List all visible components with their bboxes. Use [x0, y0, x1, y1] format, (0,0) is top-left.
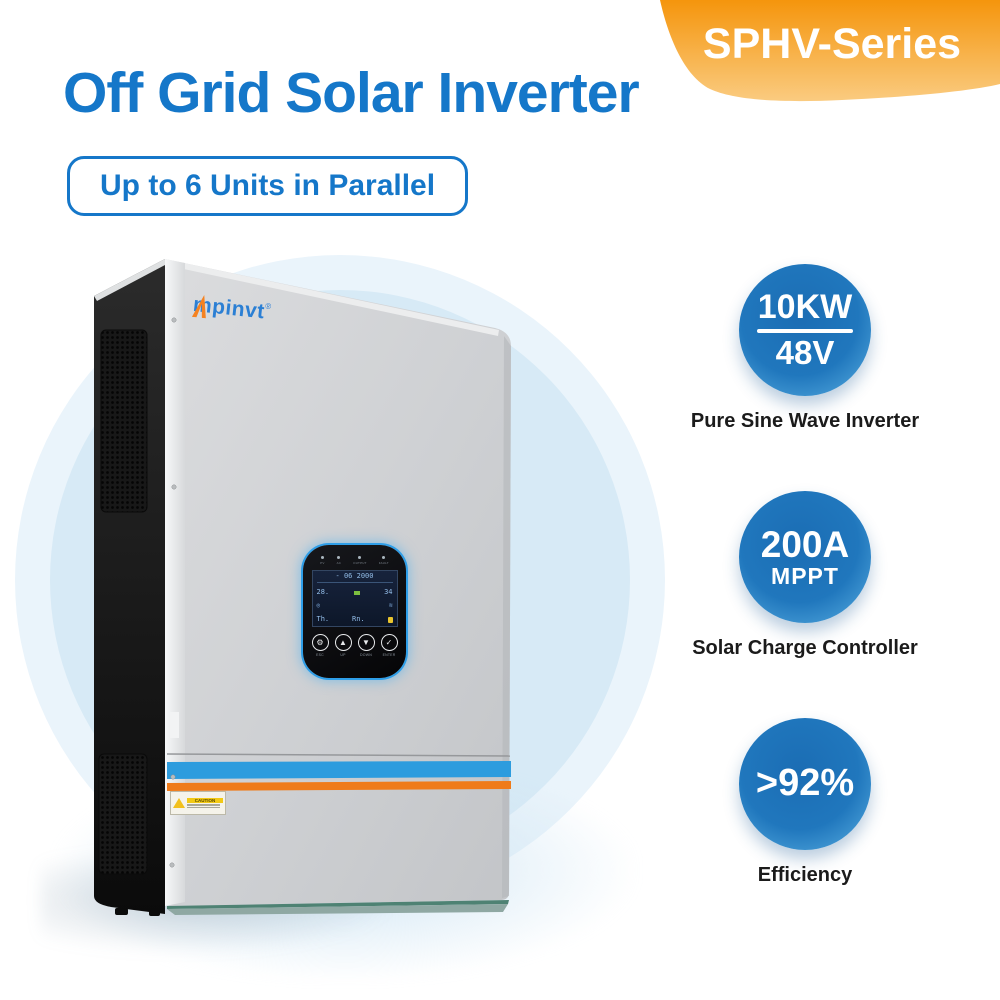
led-ac: AC: [337, 556, 342, 565]
screw-4: [169, 862, 175, 868]
vent-grille-bottom: [98, 753, 148, 875]
spec-badge-mppt: 200A MPPT: [739, 491, 871, 623]
caution-label: CAUTION: [187, 797, 223, 804]
lcd-status-row: - 06 2000: [316, 572, 393, 583]
button-row: ⚙ ESC ▲ UP ▼ DOWN ✓ ENTER: [303, 634, 406, 657]
ribbon-banner: [660, 0, 1000, 102]
feature-controller: 200A MPPT Solar Charge Controller: [686, 491, 924, 660]
foot-tab-2: [149, 910, 160, 916]
stripe-orange: [167, 781, 511, 791]
feature-caption: Solar Charge Controller: [692, 637, 918, 659]
feature-column: 10KW 48V Pure Sine Wave Inverter 200A MP…: [686, 264, 924, 887]
face-left-bevel: [165, 259, 185, 906]
led-dot: [382, 556, 386, 559]
up-arrow-icon: ▲: [334, 634, 352, 651]
enter-button: ✓ ENTER: [380, 634, 398, 657]
gear-icon: ⚙: [311, 634, 329, 651]
screw-2: [171, 484, 177, 490]
down-button: ▼ DOWN: [357, 634, 375, 657]
spec-badge-power: 10KW 48V: [739, 264, 871, 396]
caution-fineprint-line: [187, 804, 221, 806]
feature-inverter: 10KW 48V Pure Sine Wave Inverter: [686, 264, 924, 433]
foot-tab-1: [115, 908, 128, 915]
feature-efficiency: >92% Efficiency: [686, 718, 924, 887]
spec-badge-efficiency: >92%: [739, 718, 871, 850]
screw-3: [170, 774, 176, 780]
down-arrow-icon: ▼: [357, 634, 375, 651]
led-fault: FAULT: [379, 556, 389, 565]
parallel-badge: Up to 6 Units in Parallel: [67, 156, 469, 216]
check-icon: ✓: [380, 634, 398, 651]
lcd-lock-icon: [387, 617, 393, 624]
led-output: OUTPUT: [353, 556, 367, 565]
ribbon-label: SPHV-Series: [702, 20, 962, 68]
esc-button: ⚙ ESC: [311, 634, 329, 657]
lcd-icons-row: ◎ ≋: [316, 602, 393, 610]
page-title: Off Grid Solar Inverter: [63, 61, 640, 125]
badge-divider: [757, 328, 853, 333]
brand-logo-mark: [191, 295, 206, 319]
bottom-sliver-dark: [167, 900, 509, 909]
caution-fineprint-line: [187, 806, 221, 809]
feature-caption: Efficiency: [757, 864, 853, 886]
brand-logo: A mpinvt ®: [191, 293, 272, 323]
side-sticker: [170, 712, 179, 738]
lcd-bottom-row: Th. Rn.: [317, 616, 393, 624]
screw-1: [171, 317, 177, 323]
stripe-blue: [167, 761, 511, 779]
led-dot: [337, 556, 341, 559]
top-edge-sliver: [94, 259, 165, 301]
inverter-body: [94, 259, 511, 916]
led-pv: PV: [320, 556, 324, 565]
lcd-values-row: 28. 34: [316, 588, 393, 597]
display-module: PV AC OUTPUT FAULT - 06 2000 28. 3: [303, 545, 406, 678]
led-dot: [358, 556, 362, 559]
lcd-green-chip: [353, 590, 360, 595]
caution-sticker: CAUTION: [170, 791, 226, 815]
parallel-badge-label: Up to 6 Units in Parallel: [100, 169, 436, 202]
registered-icon: ®: [264, 301, 272, 312]
up-button: ▲ UP: [334, 634, 352, 657]
vent-grille-top: [100, 329, 148, 513]
panel-seam: [166, 753, 511, 757]
led-dot: [320, 556, 324, 559]
warning-triangle-icon: [173, 798, 185, 808]
bottom-sliver: [167, 904, 508, 915]
lcd-screen: - 06 2000 28. 34 ◎ ≋ Th. Rn.: [311, 570, 398, 627]
face-right-edge: [502, 336, 511, 898]
face-top-highlight: [165, 259, 499, 336]
feature-caption: Pure Sine Wave Inverter: [690, 410, 920, 432]
product-photo: A mpinvt ® PV AC OUTPUT FAULT: [75, 250, 520, 950]
led-row: PV AC OUTPUT FAULT: [303, 556, 406, 565]
